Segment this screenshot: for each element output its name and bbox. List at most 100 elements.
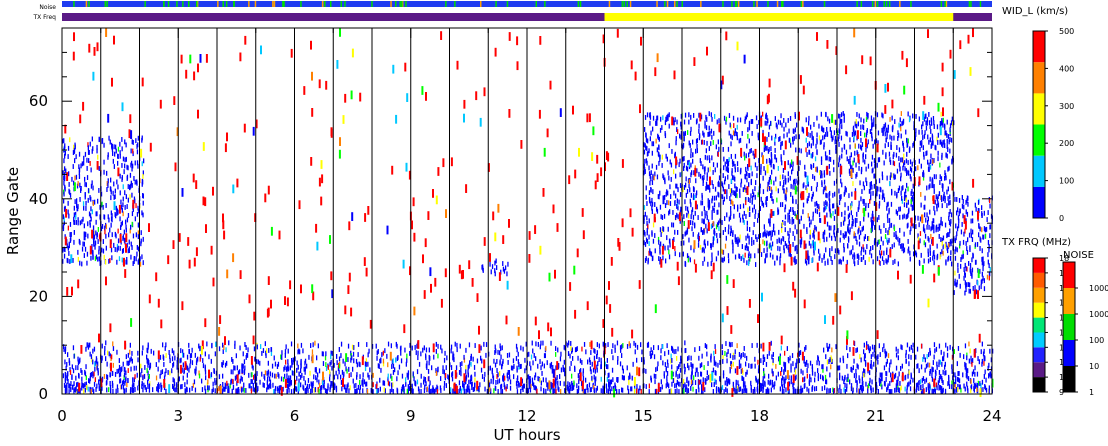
scatter-cell <box>387 362 389 368</box>
scatter-cell <box>86 251 89 257</box>
scatter-cell <box>485 342 488 347</box>
scatter-cell <box>122 384 125 390</box>
scatter-cell <box>930 129 932 134</box>
scatter-cell <box>131 388 134 393</box>
scatter-cell <box>392 370 395 375</box>
noise-tick <box>823 1 826 7</box>
scatter-cell <box>103 142 105 148</box>
scatter-cell <box>711 382 713 388</box>
scatter-cell <box>907 138 909 144</box>
scatter-cell <box>808 141 810 147</box>
scatter-cell <box>69 232 71 237</box>
scatter-cell <box>944 143 946 148</box>
scatter-cell <box>321 351 323 357</box>
scatter-cell <box>755 115 758 121</box>
scatter-cell <box>853 358 855 364</box>
scatter-cell <box>793 179 795 185</box>
scatter-cell <box>828 156 830 162</box>
scatter-cell <box>945 370 947 376</box>
scatter-cell <box>740 354 742 360</box>
scatter-cell <box>930 226 932 232</box>
scatter-cell <box>723 389 725 394</box>
scatter-cell <box>841 182 843 188</box>
scatter-cell <box>67 225 69 231</box>
scatter-cell <box>676 388 678 394</box>
scatter-cell <box>80 368 82 373</box>
scatter-cell <box>754 209 757 215</box>
scatter-cell <box>571 380 573 386</box>
scatter-cell <box>577 373 579 379</box>
scatter-cell <box>89 351 91 357</box>
scatter-cell <box>644 242 647 247</box>
scatter-cell <box>123 372 126 378</box>
scatter-cell <box>677 205 679 211</box>
scatter-cell <box>898 162 901 168</box>
scatter-cell <box>96 383 98 389</box>
scatter-cell <box>126 164 128 170</box>
scatter-cell <box>75 375 77 381</box>
scatter-cell <box>847 373 849 379</box>
scatter-cell <box>708 199 711 205</box>
scatter-cell <box>470 361 472 367</box>
scatter-cell <box>920 202 922 208</box>
scatter-cell <box>785 375 787 381</box>
scatter-cell <box>243 359 246 365</box>
scatter-cell <box>868 348 871 354</box>
scatter-cell <box>736 132 738 137</box>
scatter-cell <box>947 147 949 152</box>
scatter-cell <box>595 376 597 382</box>
scatter-cell <box>176 357 179 362</box>
scatter-cell <box>188 349 190 354</box>
scatter-cell <box>291 370 294 376</box>
scatter-cell <box>781 367 783 372</box>
scatter-cell <box>247 347 249 353</box>
scatter-cell <box>253 374 255 380</box>
scatter-cell <box>941 155 943 160</box>
scatter-cell <box>901 345 903 351</box>
scatter-cell <box>870 354 872 360</box>
scatter-cell <box>990 357 992 363</box>
scatter-cell <box>306 363 308 369</box>
scatter-cell <box>745 361 747 367</box>
scatter-cell <box>300 358 302 364</box>
txfreq-speckle <box>902 13 905 21</box>
scatter-cell <box>68 358 70 363</box>
scatter-cell <box>657 236 660 242</box>
scatter-cell <box>714 186 717 192</box>
noise-tick <box>225 1 228 7</box>
scatter-cell <box>854 232 856 238</box>
scatter-cell <box>171 356 174 362</box>
scatter-cell <box>872 167 874 173</box>
scatter-cell <box>701 384 703 390</box>
scatter-cell <box>674 117 676 123</box>
scatter-cell <box>736 193 738 199</box>
scatter-cell <box>929 371 931 376</box>
scatter-cell <box>825 132 827 137</box>
scatter-cell <box>165 368 167 374</box>
scatter-cell <box>743 220 745 225</box>
scatter-cell <box>92 225 95 231</box>
scatter-cell <box>701 353 703 359</box>
scatter-cell <box>279 385 281 390</box>
scatter-cell <box>431 365 433 371</box>
scatter-cell <box>66 382 68 388</box>
scatter-cell <box>833 229 835 235</box>
scatter-cell <box>698 135 701 141</box>
scatter-cell <box>923 240 925 246</box>
scatter-cell <box>243 382 245 388</box>
scatter-cell <box>671 222 673 228</box>
scatter-cell <box>833 167 835 173</box>
scatter-cell <box>762 175 764 181</box>
scatter-cell <box>890 377 893 383</box>
scatter-cell <box>280 354 282 360</box>
scatter-cell <box>933 228 935 234</box>
scatter-cell <box>886 247 888 253</box>
scatter-cell <box>571 382 574 388</box>
scatter-cell <box>567 381 569 387</box>
scatter-cell <box>607 342 609 347</box>
scatter-cell <box>867 163 870 169</box>
scatter-cell <box>391 359 393 365</box>
scatter-cell <box>428 376 430 381</box>
scatter-cell <box>679 172 681 178</box>
scatter-cell <box>763 357 766 362</box>
